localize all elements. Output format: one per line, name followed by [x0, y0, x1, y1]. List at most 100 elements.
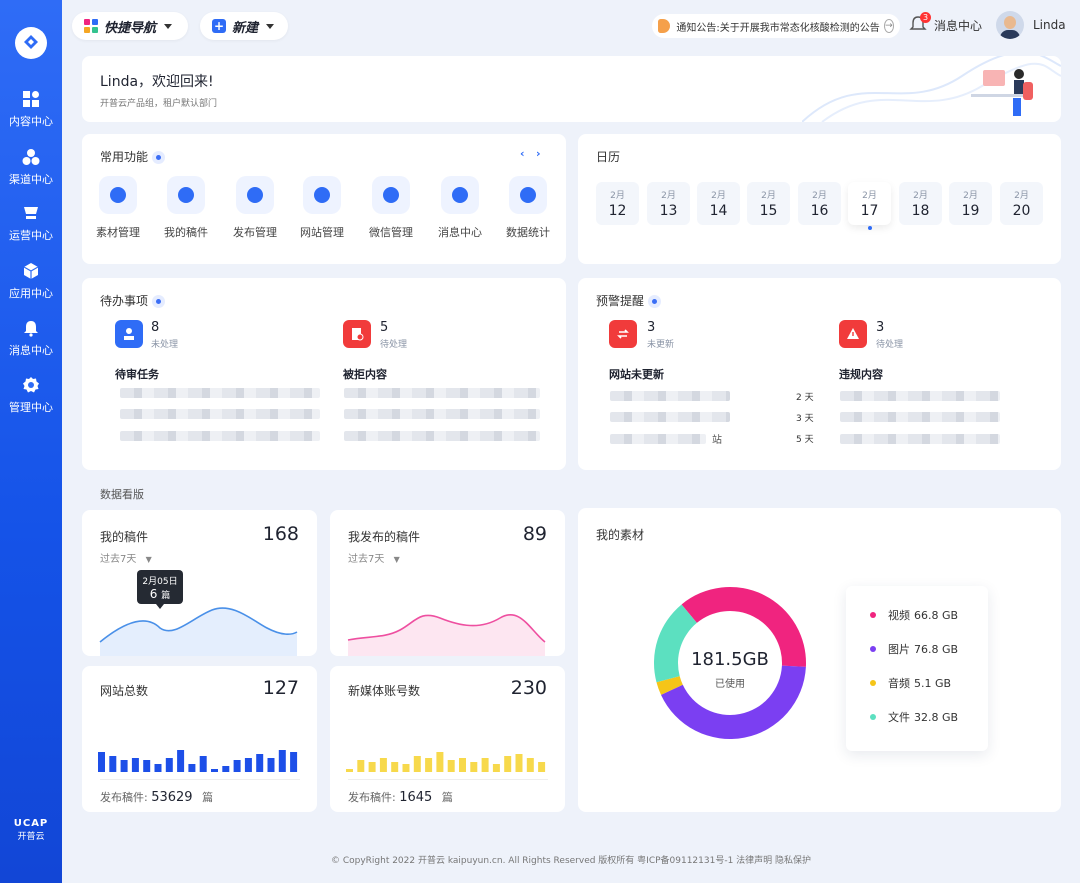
function-item[interactable]: 我的稿件 [158, 176, 214, 240]
material-card: 我的素材 181.5GB 已使用 视频 66.8 GB 图片 76.8 GB 音频 5… [578, 508, 1061, 812]
chevron-down-icon: ▼ [393, 555, 400, 564]
sidebar-item-content[interactable]: 内容中心 [0, 90, 62, 142]
rejected-stat: 5 待处理 [380, 320, 407, 350]
bar [391, 762, 399, 772]
range-select[interactable]: 过去7天 ▼ [100, 550, 152, 565]
function-item[interactable]: 网站管理 [294, 176, 350, 240]
function-label: 发布管理 [233, 226, 277, 239]
rejected-sub: 待处理 [380, 340, 408, 350]
todo-title: 待办事项 [100, 292, 166, 309]
blurred-list-item[interactable] [840, 391, 1000, 401]
site-total-value: 127 [262, 677, 299, 699]
calendar-day[interactable]: 2月 19 [949, 182, 992, 225]
published-drafts-area-chart [347, 614, 546, 656]
legend-value: 76.8 GB [914, 642, 959, 656]
quick-nav-label: 快捷导航 [104, 20, 157, 36]
function-item[interactable]: 微信管理 [363, 176, 419, 240]
bar [165, 758, 173, 772]
material-donut-chart [654, 587, 806, 739]
range-select[interactable]: 过去7天 ▼ [348, 550, 400, 565]
site-update-count: 3 [647, 320, 656, 335]
sidebar-item-channel[interactable]: 渠道中心 [0, 148, 62, 200]
chevron-left-icon[interactable]: ‹ [520, 147, 525, 160]
settings-icon[interactable] [152, 295, 166, 308]
notice-bar[interactable]: 通知公告: 关于开展我市常态化核酸检测的公告 → [652, 14, 900, 38]
quick-nav-dropdown[interactable]: 快捷导航 [72, 12, 188, 40]
blurred-list-item[interactable] [840, 412, 1000, 422]
sidebar-item-messages[interactable]: 消息中心 [0, 319, 62, 371]
user-name[interactable]: Linda [1033, 18, 1066, 32]
day-number: 13 [659, 203, 678, 219]
calendar-day[interactable]: 2月 16 [798, 182, 841, 225]
footer-unit: 篇 [202, 791, 214, 804]
legend-dot [870, 680, 876, 686]
days-label: 3 天 [796, 414, 814, 424]
function-item[interactable]: 数据统计 [500, 176, 556, 240]
app-logo[interactable] [15, 27, 47, 59]
my-drafts-label: 我的稿件 [100, 530, 149, 544]
day-month: 2月 [711, 191, 726, 201]
bar [222, 766, 230, 772]
review-heading: 待审任务 [115, 368, 159, 381]
avatar[interactable] [996, 11, 1024, 39]
blurred-list-item[interactable] [610, 391, 730, 401]
chevron-right-icon[interactable]: › [536, 147, 541, 160]
blurred-list-item[interactable] [610, 434, 706, 444]
apps-icon [84, 19, 98, 33]
legend-name: 视频 [888, 609, 910, 622]
footer-label: 发布稿件: [348, 791, 396, 804]
function-item[interactable]: 素材管理 [90, 176, 146, 240]
operation-icon [24, 207, 38, 219]
calendar-day[interactable]: 2月 12 [596, 182, 639, 225]
blurred-list-item[interactable] [344, 409, 540, 419]
legend-value: 5.1 GB [914, 676, 952, 690]
sidebar-item-admin[interactable]: 管理中心 [0, 376, 62, 428]
chevron-down-icon [266, 23, 275, 29]
my-drafts-value: 168 [262, 523, 299, 545]
settings-icon[interactable] [648, 295, 662, 308]
blurred-list-item[interactable] [120, 409, 320, 419]
days-label: 2 天 [796, 393, 814, 403]
blurred-list-item[interactable] [610, 412, 730, 422]
blurred-list-item[interactable] [120, 388, 320, 398]
arrow-right-icon[interactable]: → [883, 19, 894, 33]
gear-icon [23, 377, 39, 393]
calendar-day[interactable]: 2月 13 [647, 182, 690, 225]
day-month: 2月 [1014, 191, 1029, 201]
sidebar-item-label: 应用中心 [9, 287, 53, 300]
blurred-list-item[interactable] [120, 431, 320, 441]
legend-dot [870, 714, 876, 720]
function-item[interactable]: 消息中心 [432, 176, 488, 240]
bar [267, 758, 275, 772]
bar [436, 752, 444, 772]
bell-button[interactable]: 3 [909, 12, 931, 36]
calendar-day-today[interactable]: 2月 17 [848, 182, 891, 225]
bar [379, 758, 387, 772]
footer-unit: 篇 [441, 791, 453, 804]
sidebar-item-operation[interactable]: 运营中心 [0, 204, 62, 256]
bar [425, 758, 433, 772]
function-item[interactable]: 发布管理 [227, 176, 283, 240]
blurred-list-item[interactable] [344, 431, 540, 441]
todo-title-text: 待办事项 [100, 294, 149, 308]
material-total: 181.5GB [691, 649, 769, 670]
bar [154, 764, 162, 772]
sidebar-item-apps[interactable]: 应用中心 [0, 262, 62, 314]
bar [538, 762, 546, 772]
welcome-subtitle: 开普云产品组，租户默认部门 [100, 99, 218, 109]
settings-icon[interactable] [152, 151, 166, 164]
media-accounts-value: 230 [510, 677, 547, 699]
calendar-day[interactable]: 2月 15 [747, 182, 790, 225]
blurred-list-item[interactable] [344, 388, 540, 398]
blurred-list-item[interactable] [840, 434, 1000, 444]
material-label: 我的素材 [596, 528, 645, 542]
calendar-day[interactable]: 2月 20 [1000, 182, 1043, 225]
calendar-day[interactable]: 2月 14 [697, 182, 740, 225]
bar [177, 750, 185, 772]
calendar-day[interactable]: 2月 18 [899, 182, 942, 225]
bar [278, 750, 286, 772]
new-label: 新建 [232, 20, 259, 36]
new-dropdown[interactable]: + 新建 [200, 12, 288, 40]
message-center-link[interactable]: 消息中心 [934, 19, 983, 33]
package-icon [110, 187, 126, 203]
